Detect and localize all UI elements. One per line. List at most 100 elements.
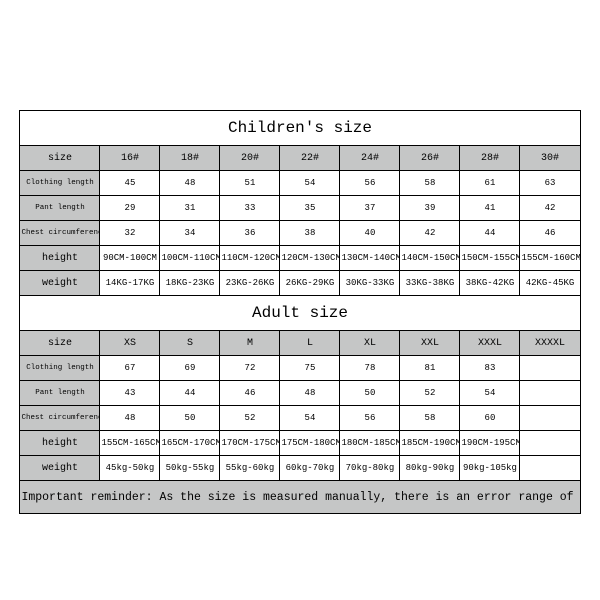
children-row-2: Chest circumference 1/23234363840424446 (20, 221, 580, 246)
adult-header-1: XS (100, 331, 160, 356)
children-row-2-cell-6: 44 (460, 221, 520, 246)
adult-title: Adult size (20, 296, 580, 331)
children-row-1-cell-6: 41 (460, 196, 520, 221)
adult-row-2: Chest circumference 1/248505254565860 (20, 406, 580, 431)
children-row-1-cell-7: 42 (520, 196, 580, 221)
adult-title-row: Adult size (20, 296, 580, 331)
children-row-3-cell-3: 120CM-130CM (280, 246, 340, 271)
adult-header-0: size (20, 331, 100, 356)
adult-row-4-cell-3: 60kg-70kg (280, 456, 340, 481)
children-header-8: 30# (520, 146, 580, 171)
children-row-3-cell-2: 110CM-120CM (220, 246, 280, 271)
children-row-0: Clothing length4548515456586163 (20, 171, 580, 196)
adult-row-1: Pant length43444648505254 (20, 381, 580, 406)
adult-header-row: sizeXSSMLXLXXLXXXLXXXXL (20, 331, 580, 356)
adult-header-4: L (280, 331, 340, 356)
adult-row-0-cell-2: 72 (220, 356, 280, 381)
adult-row-4-label: weight (20, 456, 100, 481)
adult-row-1-cell-5: 52 (400, 381, 460, 406)
adult-row-1-cell-7 (520, 381, 580, 406)
children-row-0-cell-6: 61 (460, 171, 520, 196)
adult-row-2-cell-1: 50 (160, 406, 220, 431)
adult-header-3: M (220, 331, 280, 356)
adult-row-0-cell-4: 78 (340, 356, 400, 381)
children-row-1-cell-3: 35 (280, 196, 340, 221)
children-row-3-cell-5: 140CM-150CM (400, 246, 460, 271)
adult-row-4-cell-5: 80kg-90kg (400, 456, 460, 481)
adult-row-3-cell-2: 170CM-175CM (220, 431, 280, 456)
adult-row-4-cell-4: 70kg-80kg (340, 456, 400, 481)
children-row-4-cell-3: 26KG-29KG (280, 271, 340, 296)
adult-row-0-cell-5: 81 (400, 356, 460, 381)
adult-row-2-cell-3: 54 (280, 406, 340, 431)
adult-row-0-label: Clothing length (20, 356, 100, 381)
children-row-4-cell-2: 23KG-26KG (220, 271, 280, 296)
adult-row-2-cell-0: 48 (100, 406, 160, 431)
children-row-4-label: weight (20, 271, 100, 296)
reminder-row: Important reminder: As the size is measu… (20, 481, 580, 514)
adult-header-5: XL (340, 331, 400, 356)
adult-row-3-cell-4: 180CM-185CM (340, 431, 400, 456)
children-row-1-label: Pant length (20, 196, 100, 221)
adult-row-2-cell-5: 58 (400, 406, 460, 431)
children-header-1: 16# (100, 146, 160, 171)
adult-header-8: XXXXL (520, 331, 580, 356)
adult-row-4-cell-6: 90kg-105kg (460, 456, 520, 481)
adult-row-0-cell-0: 67 (100, 356, 160, 381)
children-row-3: height90CM-100CM100CM-110CM110CM-120CM12… (20, 246, 580, 271)
adult-row-4-cell-0: 45kg-50kg (100, 456, 160, 481)
adult-row-1-cell-4: 50 (340, 381, 400, 406)
adult-row-1-cell-6: 54 (460, 381, 520, 406)
children-header-2: 18# (160, 146, 220, 171)
children-row-1-cell-0: 29 (100, 196, 160, 221)
adult-row-0-cell-7 (520, 356, 580, 381)
adult-row-2-label: Chest circumference 1/2 (20, 406, 100, 431)
adult-row-3-cell-5: 185CM-190CM (400, 431, 460, 456)
children-header-0: size (20, 146, 100, 171)
adult-row-1-cell-1: 44 (160, 381, 220, 406)
children-row-1-cell-1: 31 (160, 196, 220, 221)
children-row-2-cell-4: 40 (340, 221, 400, 246)
adult-row-3-cell-0: 155CM-165CM (100, 431, 160, 456)
adult-row-3-label: height (20, 431, 100, 456)
children-header-5: 24# (340, 146, 400, 171)
children-header-3: 20# (220, 146, 280, 171)
adult-row-0-cell-1: 69 (160, 356, 220, 381)
adult-row-1-cell-3: 48 (280, 381, 340, 406)
adult-row-2-cell-2: 52 (220, 406, 280, 431)
adult-row-3-cell-3: 175CM-180CM (280, 431, 340, 456)
children-row-2-cell-3: 38 (280, 221, 340, 246)
adult-row-3: height155CM-165CM165CM-170CM170CM-175CM1… (20, 431, 580, 456)
adult-row-0: Clothing length67697275788183 (20, 356, 580, 381)
children-row-4-cell-7: 42KG-45KG (520, 271, 580, 296)
children-row-0-cell-1: 48 (160, 171, 220, 196)
children-row-2-label: Chest circumference 1/2 (20, 221, 100, 246)
adult-row-4: weight45kg-50kg50kg-55kg55kg-60kg60kg-70… (20, 456, 580, 481)
children-row-2-cell-5: 42 (400, 221, 460, 246)
children-row-3-cell-7: 155CM-160CM (520, 246, 580, 271)
adult-row-0-cell-3: 75 (280, 356, 340, 381)
children-row-1-cell-5: 39 (400, 196, 460, 221)
children-row-3-cell-0: 90CM-100CM (100, 246, 160, 271)
children-row-4-cell-1: 18KG-23KG (160, 271, 220, 296)
children-row-1: Pant length2931333537394142 (20, 196, 580, 221)
children-row-0-cell-3: 54 (280, 171, 340, 196)
children-row-4-cell-4: 30KG-33KG (340, 271, 400, 296)
adult-row-0-cell-6: 83 (460, 356, 520, 381)
children-row-2-cell-1: 34 (160, 221, 220, 246)
children-row-4-cell-5: 33KG-38KG (400, 271, 460, 296)
children-row-3-cell-1: 100CM-110CM (160, 246, 220, 271)
adult-header-2: S (160, 331, 220, 356)
adult-header-7: XXXL (460, 331, 520, 356)
adult-row-3-cell-7 (520, 431, 580, 456)
children-row-0-cell-4: 56 (340, 171, 400, 196)
adult-row-4-cell-2: 55kg-60kg (220, 456, 280, 481)
children-title: Children's size (20, 111, 580, 146)
adult-row-2-cell-6: 60 (460, 406, 520, 431)
children-row-3-label: height (20, 246, 100, 271)
children-row-0-cell-0: 45 (100, 171, 160, 196)
adult-row-4-cell-7 (520, 456, 580, 481)
children-row-0-cell-7: 63 (520, 171, 580, 196)
children-row-3-cell-6: 150CM-155CM (460, 246, 520, 271)
children-title-row: Children's size (20, 111, 580, 146)
